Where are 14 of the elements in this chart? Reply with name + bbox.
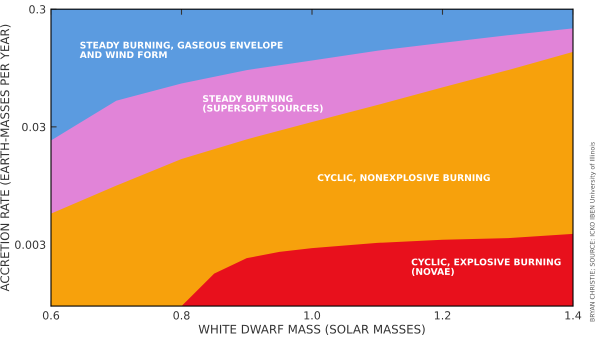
x-axis-title: WHITE DWARF MASS (SOLAR MASSES) xyxy=(198,324,425,336)
y-tick-label: 0.003 xyxy=(15,240,46,249)
series-label: STEADY BURNING (SUPERSOFT SOURCES) xyxy=(203,95,323,113)
x-tick-label: 1.4 xyxy=(565,311,582,320)
x-tick-label: 1.2 xyxy=(434,311,450,320)
series-label: CYCLIC, NONEXPLOSIVE BURNING xyxy=(318,174,490,182)
x-tick-label: 0.6 xyxy=(42,311,60,320)
y-tick-label: 0.03 xyxy=(22,122,46,132)
x-tick-label: 0.8 xyxy=(173,311,190,320)
x-tick-label: 1.0 xyxy=(304,311,320,320)
y-axis-title: ACCRETION RATE (EARTH-MASSES PER YEAR) xyxy=(0,24,11,292)
series-label: STEADY BURNING, GASEOUS ENVELOPE AND WIND FORM xyxy=(80,42,283,58)
y-tick-label: 0.3 xyxy=(29,5,46,14)
series-label: CYCLIC, EXPLOSIVE BURNING (NOVAE) xyxy=(412,258,561,276)
